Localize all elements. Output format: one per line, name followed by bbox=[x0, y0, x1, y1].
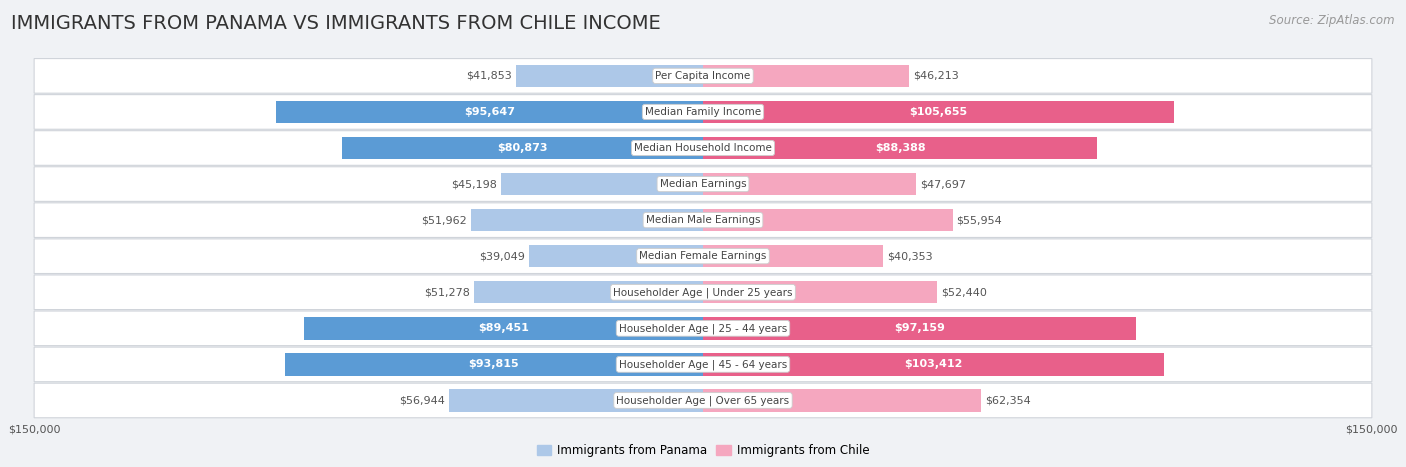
FancyBboxPatch shape bbox=[34, 95, 1372, 129]
Bar bbox=[474, 281, 703, 304]
Bar bbox=[703, 317, 1136, 340]
Bar bbox=[703, 353, 1164, 375]
FancyBboxPatch shape bbox=[34, 311, 1372, 346]
Text: $52,440: $52,440 bbox=[941, 287, 987, 297]
Text: $46,213: $46,213 bbox=[912, 71, 959, 81]
FancyBboxPatch shape bbox=[34, 275, 1372, 310]
Text: $103,412: $103,412 bbox=[904, 360, 963, 369]
Text: Median Female Earnings: Median Female Earnings bbox=[640, 251, 766, 261]
Text: $62,354: $62,354 bbox=[986, 396, 1031, 405]
Text: $51,962: $51,962 bbox=[422, 215, 467, 225]
Bar bbox=[304, 317, 703, 340]
Bar bbox=[529, 245, 703, 268]
Text: Source: ZipAtlas.com: Source: ZipAtlas.com bbox=[1270, 14, 1395, 27]
FancyBboxPatch shape bbox=[34, 58, 1372, 93]
FancyBboxPatch shape bbox=[34, 383, 1372, 418]
Bar bbox=[277, 101, 703, 123]
Text: $105,655: $105,655 bbox=[910, 107, 967, 117]
FancyBboxPatch shape bbox=[34, 203, 1372, 237]
Text: IMMIGRANTS FROM PANAMA VS IMMIGRANTS FROM CHILE INCOME: IMMIGRANTS FROM PANAMA VS IMMIGRANTS FRO… bbox=[11, 14, 661, 33]
Text: Median Earnings: Median Earnings bbox=[659, 179, 747, 189]
Text: $47,697: $47,697 bbox=[920, 179, 966, 189]
FancyBboxPatch shape bbox=[34, 239, 1372, 274]
Text: Median Household Income: Median Household Income bbox=[634, 143, 772, 153]
Bar bbox=[284, 353, 703, 375]
Text: $45,198: $45,198 bbox=[451, 179, 498, 189]
Text: $40,353: $40,353 bbox=[887, 251, 932, 261]
Text: $95,647: $95,647 bbox=[464, 107, 515, 117]
FancyBboxPatch shape bbox=[34, 131, 1372, 165]
FancyBboxPatch shape bbox=[34, 347, 1372, 382]
Legend: Immigrants from Panama, Immigrants from Chile: Immigrants from Panama, Immigrants from … bbox=[531, 439, 875, 462]
Text: $89,451: $89,451 bbox=[478, 323, 529, 333]
Bar bbox=[703, 65, 910, 87]
Bar bbox=[703, 245, 883, 268]
Text: Householder Age | 45 - 64 years: Householder Age | 45 - 64 years bbox=[619, 359, 787, 370]
Bar bbox=[703, 389, 981, 411]
Bar bbox=[703, 281, 936, 304]
Text: $97,159: $97,159 bbox=[894, 323, 945, 333]
Text: Householder Age | 25 - 44 years: Householder Age | 25 - 44 years bbox=[619, 323, 787, 333]
Text: $39,049: $39,049 bbox=[479, 251, 524, 261]
Text: $41,853: $41,853 bbox=[467, 71, 512, 81]
Text: Per Capita Income: Per Capita Income bbox=[655, 71, 751, 81]
Bar bbox=[471, 209, 703, 231]
Text: $93,815: $93,815 bbox=[468, 360, 519, 369]
Bar bbox=[449, 389, 703, 411]
Text: $55,954: $55,954 bbox=[956, 215, 1002, 225]
Text: Householder Age | Under 25 years: Householder Age | Under 25 years bbox=[613, 287, 793, 297]
Bar bbox=[703, 101, 1174, 123]
Bar bbox=[343, 137, 703, 159]
Text: Median Family Income: Median Family Income bbox=[645, 107, 761, 117]
Text: $51,278: $51,278 bbox=[425, 287, 471, 297]
Bar bbox=[703, 173, 915, 195]
Text: Median Male Earnings: Median Male Earnings bbox=[645, 215, 761, 225]
Text: Householder Age | Over 65 years: Householder Age | Over 65 years bbox=[616, 395, 790, 406]
Bar bbox=[502, 173, 703, 195]
Bar bbox=[703, 137, 1097, 159]
Bar bbox=[703, 209, 952, 231]
Text: $56,944: $56,944 bbox=[399, 396, 446, 405]
FancyBboxPatch shape bbox=[34, 167, 1372, 201]
Text: $88,388: $88,388 bbox=[875, 143, 925, 153]
Bar bbox=[516, 65, 703, 87]
Text: $80,873: $80,873 bbox=[498, 143, 548, 153]
